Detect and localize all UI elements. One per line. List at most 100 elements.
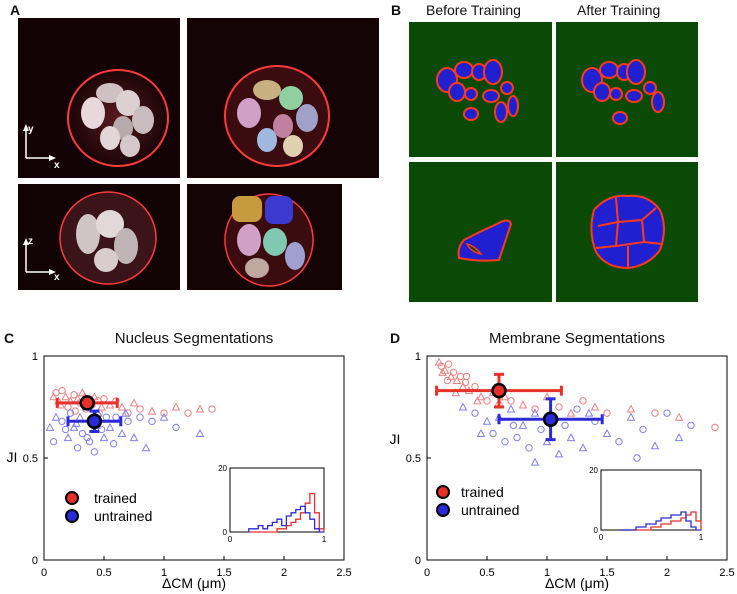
scatter-point-untrained: [49, 437, 58, 446]
scatter-point-untrained: [172, 423, 180, 432]
panel-letter-a: A: [10, 2, 21, 18]
scatter-point-trained: [462, 372, 471, 381]
scatter-point-untrained: [639, 425, 647, 434]
scatter-point-trained: [444, 360, 453, 368]
scatter-point-untrained: [578, 443, 588, 452]
x-tick-label: 2.5: [336, 567, 351, 579]
xz-axis-glyph: [23, 238, 56, 275]
cell-cluster-xz-segmented: [187, 184, 342, 290]
scatter-point-untrained: [663, 409, 671, 417]
scatter-point-untrained: [530, 457, 540, 466]
inset-histogram-trained: [621, 511, 702, 531]
seg-membrane-before: [409, 162, 552, 302]
scatter-point-trained: [579, 397, 587, 405]
seg-nucleus-after: [556, 22, 698, 157]
x-tick-label: 2: [664, 567, 670, 579]
y-tick-label: 1: [415, 351, 421, 363]
scatter-point-untrained: [650, 441, 660, 450]
seg-membrane-before-shapes: [457, 219, 513, 262]
scatter-point-trained: [518, 400, 528, 409]
inset-y-tick-label: 20: [589, 466, 598, 475]
scatter-point-untrained: [584, 408, 594, 417]
x-tick-label: 0.5: [479, 567, 494, 579]
seg-membrane-after-shapes: [590, 194, 665, 270]
scatter-point-untrained: [525, 444, 533, 452]
scatter-point-trained: [626, 404, 636, 413]
scatter-point-trained: [58, 386, 66, 395]
scatter-point-untrained: [102, 413, 111, 421]
scatter-point-untrained: [97, 425, 106, 434]
axis-label-x: x: [54, 160, 60, 171]
scatter-point-untrained: [471, 409, 479, 417]
x-tick-label: 1: [544, 567, 550, 579]
scatter-point-trained: [434, 357, 444, 366]
scatter-point-trained: [507, 397, 515, 405]
x-tick-label: 1.5: [216, 567, 231, 579]
panel-letter-d: D: [390, 330, 401, 346]
scatter-point-trained: [70, 391, 78, 399]
scatter-point-untrained: [501, 437, 509, 446]
scatter-point-trained: [171, 402, 181, 411]
scatter-point-trained: [105, 400, 115, 409]
scatter-point-trained: [531, 405, 539, 413]
scatter-point-untrained: [513, 433, 521, 442]
scatter-point-untrained: [615, 437, 623, 446]
microscopy-xz-segmented: [187, 184, 342, 290]
seg-membrane-after: [556, 162, 698, 302]
scatter-point-trained: [117, 402, 127, 411]
panel-letter-c: C: [4, 330, 15, 346]
scatter-point-untrained: [458, 402, 468, 411]
cell-cluster-xy-segmented: [187, 18, 379, 178]
inset-histogram-untrained: [621, 511, 701, 531]
x-tick-label: 1.5: [599, 567, 614, 579]
scatter-point-trained: [136, 405, 144, 413]
seg-nucleus-after-shapes: [581, 59, 665, 125]
axis-label-z: z: [28, 236, 33, 247]
inset-histogram-trained: [248, 492, 325, 533]
scatter-point-untrained: [687, 421, 695, 430]
x-tick-label: 1: [161, 567, 167, 579]
legend-marker-trained: [436, 485, 450, 499]
scatter-point-untrained: [482, 416, 492, 425]
scatter-point-trained: [711, 423, 719, 432]
scatter-point-untrained: [109, 440, 118, 448]
scatter-point-untrained: [537, 425, 545, 434]
scatter-point-untrained: [129, 433, 139, 442]
scatter-point-untrained: [58, 417, 66, 425]
scatter-point-untrained: [530, 408, 540, 417]
x-axis-label: ΔCM (μm): [545, 575, 609, 591]
panel-letter-b: B: [391, 2, 402, 18]
scatter-point-trained: [674, 412, 684, 421]
inset-y-tick-label: 20: [218, 464, 227, 473]
scatter-point-untrained: [573, 405, 581, 413]
mean-marker-untrained: [86, 413, 103, 430]
scatter-point-trained: [129, 398, 139, 407]
scatter-point-untrained: [45, 422, 55, 431]
scatter-point-untrained: [159, 412, 169, 421]
x-tick-label: 2: [281, 567, 287, 579]
scatter-point-untrained: [602, 428, 612, 438]
scatter-point-trained: [160, 409, 168, 417]
chart-nucleus: 0 0.5 1 1.5 2 2.5 0 0.5 1 trained untrained 0 1 0 2…: [7, 351, 352, 591]
scatter-point-untrained: [90, 448, 99, 456]
axis-label-x2: x: [54, 272, 60, 283]
scatter-point-trained: [476, 392, 486, 401]
scatter-point-untrained: [566, 433, 576, 442]
x-tick-label: 0: [424, 567, 430, 579]
axis-label-y: y: [28, 124, 34, 135]
legend-marker-trained: [65, 491, 79, 505]
mean-marker-untrained: [542, 411, 559, 427]
scatter-point-untrained: [506, 404, 516, 413]
scatter-point-trained: [446, 371, 456, 380]
xy-axis-glyph: [23, 124, 56, 161]
scatter-point-trained: [100, 395, 108, 403]
cell-cluster-xy-raw: [18, 18, 180, 178]
legend-label-untrained: untrained: [94, 508, 152, 524]
scatter-point-trained: [78, 388, 87, 397]
scatter-point-trained: [90, 392, 99, 401]
inset-x-tick-label: 1: [699, 533, 704, 542]
y-tick-label: 0.5: [23, 453, 38, 465]
scatter-point-untrained: [489, 429, 497, 438]
microscopy-xy-raw: y x: [18, 18, 180, 178]
scatter-point-untrained: [85, 437, 94, 446]
